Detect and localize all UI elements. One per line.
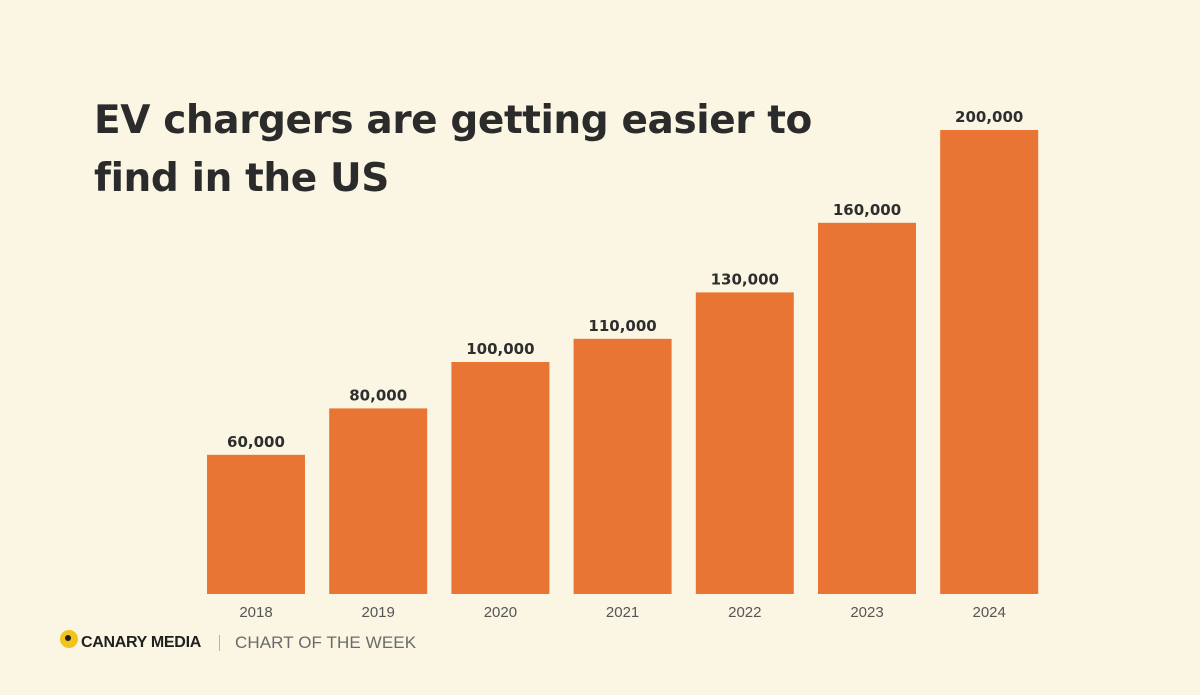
- x-tick-label-2021: 2021: [606, 604, 639, 621]
- x-tick-label-2022: 2022: [728, 604, 761, 621]
- value-label-2022: 130,000: [711, 270, 779, 288]
- footer-divider: [218, 635, 220, 651]
- x-tick-label-2024: 2024: [973, 604, 1006, 621]
- value-label-2019: 80,000: [349, 386, 407, 404]
- bar-2018: [207, 454, 305, 594]
- value-label-2023: 160,000: [833, 201, 901, 219]
- bar-2022: [695, 292, 794, 594]
- bar-2024: [940, 130, 1039, 594]
- x-tick-label-2018: 2018: [239, 604, 272, 621]
- x-tick-label-2020: 2020: [484, 604, 517, 621]
- value-label-2024: 200,000: [955, 108, 1023, 126]
- value-label-2018: 60,000: [227, 433, 285, 451]
- value-label-2021: 110,000: [588, 317, 656, 335]
- x-tick-label-2019: 2019: [362, 604, 395, 621]
- brand-name: CANARY MEDIA: [81, 634, 201, 651]
- chart-title: EV chargers are getting easier to find i…: [94, 98, 812, 201]
- canary-dot-icon: [60, 630, 78, 648]
- footer-tagline: CHART OF THE WEEK: [234, 633, 417, 652]
- footer: CANARY MEDIA CHART OF THE WEEK: [60, 626, 416, 660]
- bar-2021: [573, 338, 672, 594]
- x-tick-label-2023: 2023: [850, 604, 883, 621]
- bar-2023: [818, 222, 916, 595]
- bar-2019: [329, 408, 428, 594]
- value-label-2020: 100,000: [466, 340, 534, 358]
- bar-2020: [451, 362, 550, 594]
